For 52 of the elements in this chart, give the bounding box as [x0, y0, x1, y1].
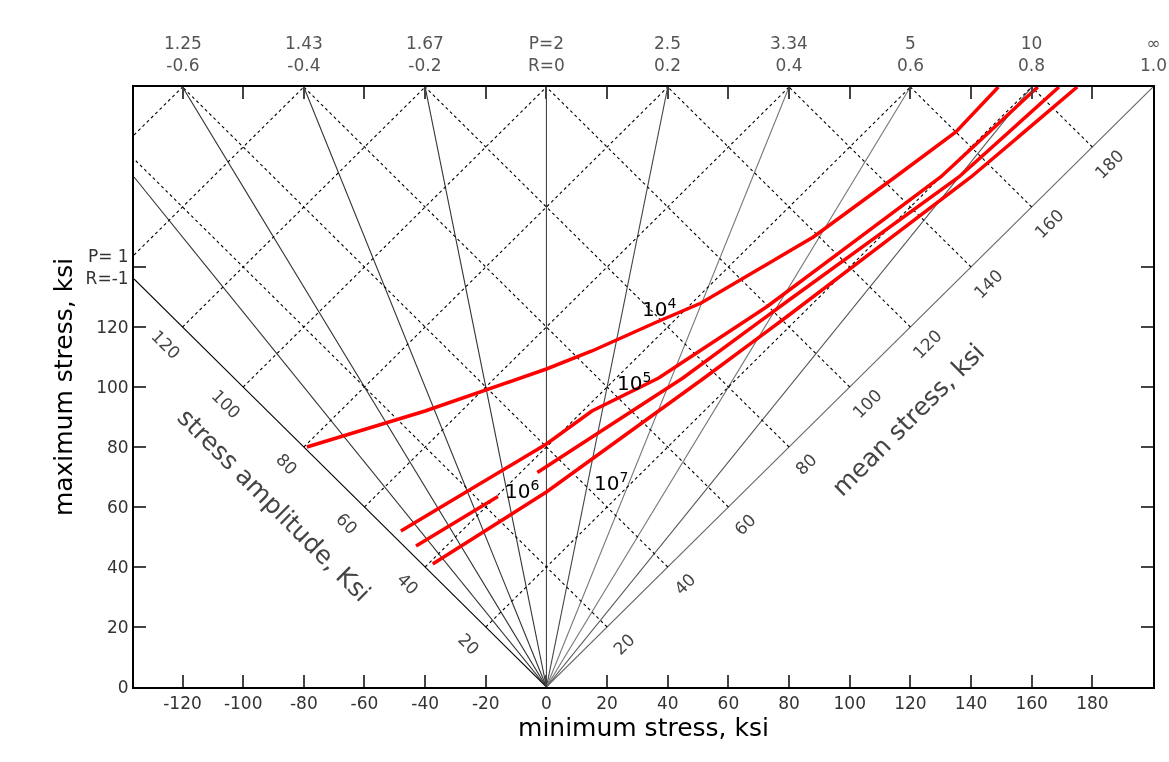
annotation: 1.25 -0.6 [164, 33, 202, 76]
annotation: 10$^{7}$ [594, 469, 629, 496]
annotation: 180 [1090, 145, 1128, 183]
y-tick-label: P= 1 R=-1 [85, 245, 129, 288]
annotation: 20 [609, 629, 639, 659]
x-tick-label: -40 [411, 693, 440, 714]
annotation: 80 [791, 449, 821, 479]
x-tick-label: 20 [596, 693, 618, 714]
x-tick-label: 120 [894, 693, 927, 714]
y-tick-label: 40 [106, 556, 129, 577]
annotation: ∞ 1.0 [1140, 33, 1168, 76]
y-tick-label: 20 [106, 616, 129, 637]
x-tick-label: -80 [289, 693, 318, 714]
x-tick-label: 140 [954, 693, 988, 714]
x-tick-label: 180 [1076, 693, 1109, 714]
y-axis-title: maximum stress, ksi [48, 257, 78, 517]
x-tick-label: 60 [717, 693, 740, 714]
y-tick-label: 60 [106, 496, 129, 517]
annotation: 60 [730, 509, 760, 540]
x-tick-label: 80 [778, 693, 800, 714]
x-tick-label: -60 [350, 693, 379, 714]
x-tick-label: -100 [223, 693, 263, 714]
annotation: 10$^{5}$ [617, 369, 652, 396]
annotation: 2.5 0.2 [654, 33, 682, 76]
annotation: 10 0.8 [1018, 33, 1046, 76]
x-tick-label: -20 [471, 693, 500, 714]
y-tick-label: 100 [96, 376, 129, 397]
annotation: 100 [848, 385, 886, 423]
annotation: 5 0.6 [897, 33, 925, 76]
annotation: 10$^{4}$ [642, 295, 677, 322]
x-axis-title: minimum stress, ksi [518, 713, 769, 743]
annotation: 160 [1030, 205, 1068, 243]
annotation: 1.67 -0.2 [406, 33, 444, 76]
annotation: 140 [969, 265, 1007, 303]
annotation: 1.43 -0.4 [285, 33, 323, 76]
annotation: 20 [454, 629, 484, 659]
annotation: P=2 R=0 [528, 33, 565, 76]
annotation: 40 [393, 569, 423, 599]
y-tick-label: 0 [117, 676, 129, 697]
x-tick-label: 40 [656, 693, 679, 714]
annotation: 3.34 0.4 [770, 33, 808, 76]
annotation: 120 [147, 325, 185, 364]
x-tick-label: 0 [541, 693, 552, 714]
y-tick-label: 80 [106, 436, 129, 457]
annotation: 60 [332, 508, 362, 539]
x-tick-label: -120 [163, 693, 202, 714]
y-tick-label: 120 [96, 316, 129, 337]
annotation: 40 [670, 569, 700, 599]
annotation: 120 [908, 325, 946, 363]
x-tick-label: 160 [1015, 693, 1048, 714]
annotation: 10$^{6}$ [505, 477, 540, 504]
x-tick-label: 100 [833, 693, 866, 714]
